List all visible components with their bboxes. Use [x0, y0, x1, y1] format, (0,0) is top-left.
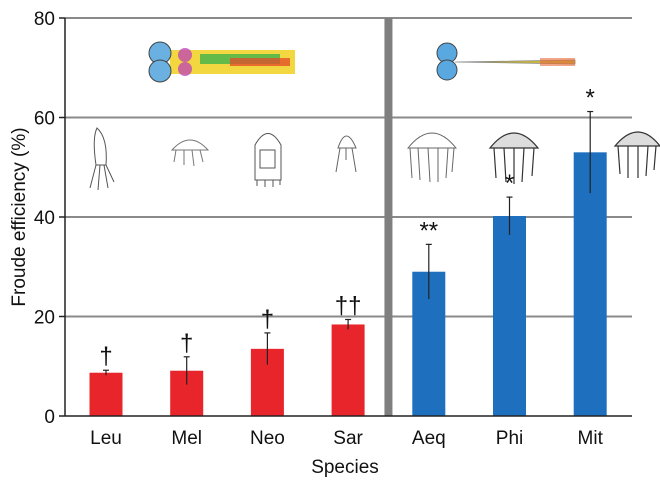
- y-tick-label: 0: [44, 407, 55, 428]
- y-axis-title: Froude efficiency (%): [9, 127, 30, 306]
- jellyfish-sketch-phi: [488, 132, 540, 184]
- significance-leu: †: [99, 343, 112, 370]
- x-tick-label-sar: Sar: [333, 428, 363, 449]
- significance-sar: ††: [335, 292, 362, 319]
- jellyfish-sketch-leu: [89, 127, 115, 191]
- x-tick-label-neo: Neo: [250, 428, 285, 449]
- jellyfish-sketch-mel: [170, 139, 210, 167]
- labels: 0 20 40 60 80 † Leu † Mel † Neo †† Sar ** Aeq * Phi * Mit: [34, 9, 604, 449]
- bar-sar: [331, 324, 365, 416]
- jellyfish-sketch-mit: [613, 131, 660, 178]
- bar-mit: [573, 152, 607, 416]
- axes: [59, 17, 632, 417]
- significance-neo: †: [261, 306, 274, 333]
- bars: [89, 110, 607, 416]
- y-tick-label: 80: [34, 9, 55, 30]
- y-tick-label: 60: [34, 109, 55, 130]
- group-divider: [384, 18, 393, 416]
- significance-mel: †: [180, 330, 193, 357]
- significance-mit: *: [586, 85, 595, 112]
- vortex-wake-image-right: [436, 42, 576, 81]
- x-tick-label-aeq: Aeq: [412, 428, 446, 449]
- significance-aeq: **: [419, 217, 438, 244]
- x-tick-label-mel: Mel: [171, 428, 202, 449]
- x-tick-label-leu: Leu: [90, 428, 122, 449]
- bar-leu: [89, 372, 123, 416]
- x-tick-label-phi: Phi: [496, 428, 523, 449]
- y-tick-label: 40: [34, 208, 55, 229]
- y-tick-label: 20: [34, 308, 55, 329]
- bar-phi: [493, 216, 526, 416]
- jellyfish-sketch-sar: [335, 135, 357, 173]
- jellyfish-sketch-aeq: [406, 132, 458, 183]
- x-axis-title: Species: [311, 457, 379, 478]
- x-tick-label-mit: Mit: [578, 428, 604, 449]
- illustrations: [89, 41, 660, 191]
- significance-phi: *: [505, 170, 514, 197]
- grid-lines: [65, 17, 632, 416]
- jellyfish-sketch-neo: [254, 133, 282, 187]
- vortex-wake-image-left: [148, 41, 295, 83]
